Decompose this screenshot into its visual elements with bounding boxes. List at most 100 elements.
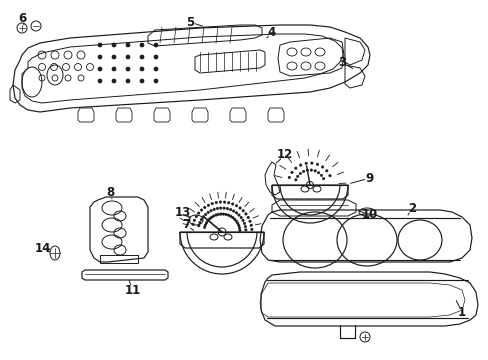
Ellipse shape bbox=[223, 201, 225, 203]
Text: 7: 7 bbox=[182, 219, 190, 231]
Ellipse shape bbox=[217, 213, 219, 216]
Ellipse shape bbox=[112, 43, 116, 47]
Ellipse shape bbox=[206, 220, 209, 222]
Ellipse shape bbox=[219, 207, 222, 209]
Ellipse shape bbox=[321, 166, 323, 168]
Ellipse shape bbox=[287, 176, 290, 179]
Ellipse shape bbox=[302, 170, 304, 172]
Ellipse shape bbox=[232, 210, 234, 212]
Ellipse shape bbox=[244, 213, 246, 215]
Ellipse shape bbox=[112, 55, 116, 59]
Ellipse shape bbox=[299, 172, 301, 175]
Ellipse shape bbox=[313, 170, 316, 172]
Ellipse shape bbox=[290, 171, 293, 174]
Text: 2: 2 bbox=[407, 202, 415, 215]
Ellipse shape bbox=[210, 216, 212, 219]
Ellipse shape bbox=[154, 55, 158, 59]
Ellipse shape bbox=[205, 221, 207, 224]
Ellipse shape bbox=[237, 214, 240, 216]
Ellipse shape bbox=[98, 55, 102, 59]
Ellipse shape bbox=[238, 207, 241, 209]
Ellipse shape bbox=[222, 213, 224, 215]
Ellipse shape bbox=[249, 224, 252, 226]
Ellipse shape bbox=[237, 224, 240, 227]
Ellipse shape bbox=[209, 210, 212, 212]
Ellipse shape bbox=[305, 162, 307, 165]
Ellipse shape bbox=[235, 204, 237, 207]
Text: 11: 11 bbox=[124, 284, 141, 297]
Ellipse shape bbox=[220, 213, 222, 215]
Ellipse shape bbox=[197, 212, 200, 214]
Ellipse shape bbox=[325, 170, 327, 172]
Ellipse shape bbox=[203, 206, 205, 209]
Text: 3: 3 bbox=[337, 55, 346, 68]
Ellipse shape bbox=[231, 216, 234, 219]
Text: 13: 13 bbox=[175, 207, 191, 220]
Ellipse shape bbox=[243, 222, 245, 225]
Ellipse shape bbox=[322, 177, 324, 180]
Ellipse shape bbox=[216, 207, 218, 210]
Ellipse shape bbox=[223, 207, 225, 209]
Ellipse shape bbox=[212, 215, 215, 217]
Ellipse shape bbox=[250, 228, 253, 231]
Ellipse shape bbox=[203, 226, 205, 229]
Ellipse shape bbox=[195, 215, 197, 218]
Ellipse shape bbox=[235, 220, 237, 222]
Ellipse shape bbox=[244, 229, 246, 231]
Ellipse shape bbox=[126, 67, 130, 71]
Ellipse shape bbox=[224, 213, 227, 216]
Bar bbox=[100, 255, 138, 263]
Ellipse shape bbox=[233, 218, 235, 220]
Text: 4: 4 bbox=[267, 26, 276, 39]
Ellipse shape bbox=[206, 211, 209, 213]
Text: 6: 6 bbox=[18, 12, 26, 24]
Ellipse shape bbox=[204, 224, 206, 226]
Ellipse shape bbox=[126, 55, 130, 59]
Ellipse shape bbox=[193, 219, 195, 221]
Ellipse shape bbox=[198, 221, 201, 224]
Text: 8: 8 bbox=[106, 186, 114, 199]
Ellipse shape bbox=[207, 204, 209, 207]
Ellipse shape bbox=[231, 203, 233, 205]
Ellipse shape bbox=[200, 219, 202, 221]
Ellipse shape bbox=[140, 43, 143, 47]
Ellipse shape bbox=[98, 67, 102, 71]
Ellipse shape bbox=[226, 207, 228, 210]
Ellipse shape bbox=[238, 229, 241, 231]
Ellipse shape bbox=[215, 214, 217, 216]
Ellipse shape bbox=[235, 212, 237, 214]
Ellipse shape bbox=[227, 214, 229, 216]
Ellipse shape bbox=[191, 223, 194, 225]
Ellipse shape bbox=[204, 213, 206, 216]
Ellipse shape bbox=[316, 163, 318, 166]
Text: 10: 10 bbox=[361, 208, 377, 221]
Text: 1: 1 bbox=[457, 306, 465, 319]
Ellipse shape bbox=[296, 175, 298, 177]
Ellipse shape bbox=[154, 79, 158, 83]
Ellipse shape bbox=[211, 202, 213, 205]
Ellipse shape bbox=[240, 216, 242, 219]
Text: 5: 5 bbox=[185, 15, 194, 28]
Text: 9: 9 bbox=[365, 171, 373, 184]
Ellipse shape bbox=[248, 220, 251, 222]
Ellipse shape bbox=[98, 79, 102, 83]
Ellipse shape bbox=[299, 164, 301, 166]
Ellipse shape bbox=[208, 218, 210, 220]
Ellipse shape bbox=[320, 174, 322, 176]
Ellipse shape bbox=[229, 208, 231, 211]
Ellipse shape bbox=[246, 216, 249, 219]
Ellipse shape bbox=[317, 171, 319, 174]
Ellipse shape bbox=[309, 169, 312, 171]
Ellipse shape bbox=[241, 219, 244, 221]
Ellipse shape bbox=[154, 43, 158, 47]
Ellipse shape bbox=[112, 79, 116, 83]
Ellipse shape bbox=[140, 79, 143, 83]
Ellipse shape bbox=[140, 67, 143, 71]
Ellipse shape bbox=[154, 67, 158, 71]
Ellipse shape bbox=[219, 201, 221, 203]
Ellipse shape bbox=[238, 227, 240, 229]
Ellipse shape bbox=[229, 215, 231, 217]
Ellipse shape bbox=[202, 216, 204, 218]
Ellipse shape bbox=[227, 202, 229, 204]
Ellipse shape bbox=[328, 175, 330, 177]
